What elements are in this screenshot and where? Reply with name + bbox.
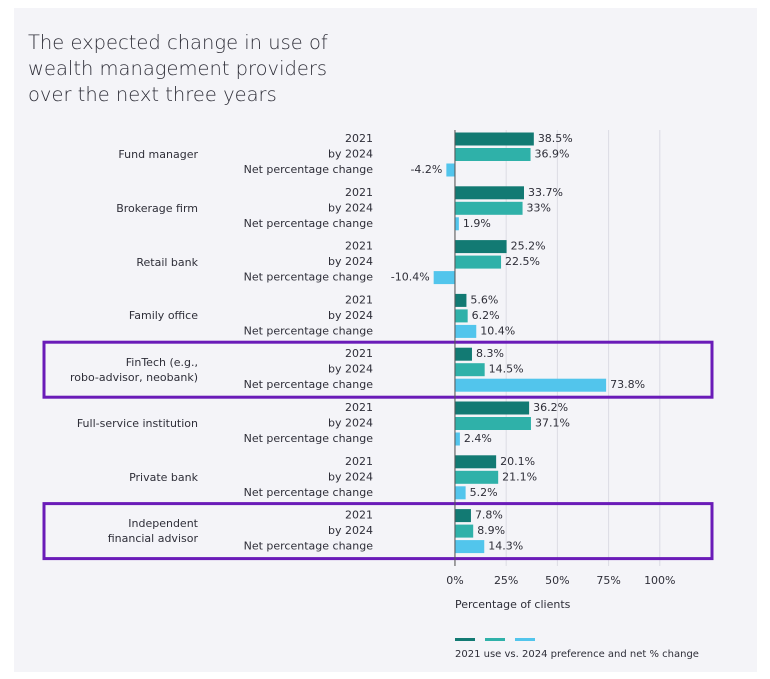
x-axis-label: Percentage of clients <box>455 598 571 611</box>
series-row-label: Net percentage change <box>244 432 374 445</box>
series-row-label: 2021 <box>345 132 373 145</box>
value-label: 22.5% <box>505 255 540 268</box>
series-row-label: 2021 <box>345 186 373 199</box>
chart-title: The expected change in use of wealth man… <box>28 31 328 106</box>
bar <box>454 324 477 338</box>
series-row-label: 2021 <box>345 455 373 468</box>
value-label: -10.4% <box>391 271 430 284</box>
series-row-label: by 2024 <box>328 363 373 376</box>
value-label: 33% <box>527 201 551 214</box>
category-label: Retail bank <box>136 255 198 269</box>
bar <box>454 293 467 307</box>
series-row-label: Net percentage change <box>244 163 374 176</box>
series-row-label: Net percentage change <box>244 486 374 499</box>
value-label: 7.8% <box>475 509 503 522</box>
bar <box>454 148 531 161</box>
value-label: 6.2% <box>472 309 500 322</box>
bar <box>454 540 485 554</box>
value-label: 10.4% <box>480 324 515 337</box>
value-label: 36.2% <box>533 401 568 414</box>
bar <box>454 363 485 377</box>
value-label: 14.3% <box>488 540 523 553</box>
bar <box>454 132 534 146</box>
value-label: 21.1% <box>502 470 537 483</box>
legend-swatch <box>515 638 535 641</box>
bar <box>454 509 471 523</box>
value-label: 20.1% <box>500 455 535 468</box>
series-row-label: Net percentage change <box>244 540 374 553</box>
bar <box>454 432 460 446</box>
value-label: 1.9% <box>463 217 491 230</box>
bar <box>454 186 524 200</box>
bar <box>454 455 497 469</box>
category-label: Fund manager <box>118 148 198 161</box>
category-label: Family office <box>128 309 198 323</box>
category-label: Private bank <box>129 470 198 484</box>
series-row-label: Net percentage change <box>244 217 374 230</box>
value-label: 25.2% <box>511 240 546 253</box>
value-label: 5.2% <box>470 486 498 499</box>
series-row-label: by 2024 <box>328 309 373 322</box>
legend-swatch <box>485 638 505 641</box>
bar <box>433 271 455 285</box>
value-label: 2.4% <box>464 432 492 445</box>
bar <box>454 255 502 269</box>
value-label: -4.2% <box>410 163 442 176</box>
series-row-label: 2021 <box>345 347 373 360</box>
series-row-label: by 2024 <box>328 524 373 537</box>
bar <box>454 309 468 323</box>
bar <box>454 201 523 215</box>
bar <box>454 347 472 361</box>
x-tick-label: 100% <box>644 574 675 587</box>
value-label: 14.5% <box>489 363 524 376</box>
value-label: 73.8% <box>610 378 645 391</box>
series-row-label: Net percentage change <box>244 378 374 391</box>
x-tick-label: 50% <box>545 574 569 587</box>
bar <box>454 470 499 484</box>
bar <box>454 417 531 430</box>
value-label: 38.5% <box>538 132 573 145</box>
series-row-label: 2021 <box>345 509 373 522</box>
series-row-label: 2021 <box>345 293 373 306</box>
x-tick-label: 25% <box>494 574 518 587</box>
category-label: Brokerage firm <box>116 201 198 215</box>
highlight-box <box>42 502 714 561</box>
series-row-label: by 2024 <box>328 255 373 268</box>
series-row-label: by 2024 <box>328 417 373 430</box>
series-row-label: 2021 <box>345 240 373 253</box>
series-row-label: 2021 <box>345 401 373 414</box>
series-row-label: Net percentage change <box>244 271 374 284</box>
legend-title: 2021 use vs. 2024 preference and net % c… <box>455 649 699 660</box>
series-row-label: by 2024 <box>328 148 373 161</box>
highlight-box <box>42 340 714 399</box>
series-row-label: Net percentage change <box>244 324 374 337</box>
bar <box>454 378 607 392</box>
series-row-label: by 2024 <box>328 470 373 483</box>
bar <box>446 163 455 177</box>
bar <box>454 486 466 500</box>
value-label: 36.9% <box>535 148 570 161</box>
x-tick-label: 0% <box>446 574 463 587</box>
x-tick-label: 75% <box>596 574 620 587</box>
panel <box>14 8 757 672</box>
value-label: 5.6% <box>470 293 498 306</box>
bar <box>454 240 507 254</box>
bar <box>454 217 459 231</box>
bar <box>454 401 530 415</box>
category-label: Independent financial advisor <box>107 517 198 546</box>
value-label: 33.7% <box>528 186 563 199</box>
bar <box>454 524 474 538</box>
category-label: Full-service institution <box>76 417 198 430</box>
series-row-label: by 2024 <box>328 201 373 214</box>
legend-swatch <box>455 638 475 641</box>
value-label: 8.3% <box>476 347 504 360</box>
value-label: 37.1% <box>535 417 570 430</box>
value-label: 8.9% <box>477 524 505 537</box>
category-label: FinTech (e.g., robo-advisor, neobank) <box>70 355 198 384</box>
